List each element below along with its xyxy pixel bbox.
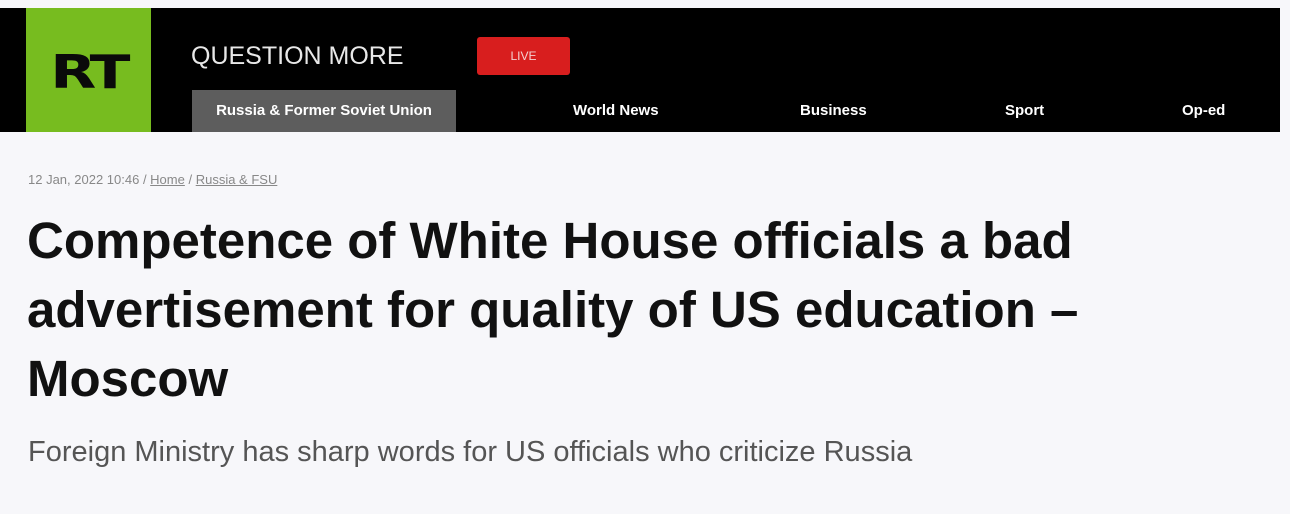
live-button[interactable]: LIVE (477, 37, 570, 75)
rt-logo[interactable]: RT (26, 8, 151, 132)
publish-date: 12 Jan, 2022 10:46 (28, 172, 140, 187)
top-navigation-bar: RT QUESTION MORE LIVE Russia & Former So… (0, 8, 1280, 132)
article-subtitle: Foreign Ministry has sharp words for US … (28, 436, 913, 468)
nav-russia-fsu[interactable]: Russia & Former Soviet Union (192, 90, 456, 132)
article-title: Competence of White House officials a ba… (27, 212, 1079, 407)
nav-business[interactable]: Business (800, 102, 867, 119)
article-meta: 12 Jan, 2022 10:46 / Home / Russia & FSU (28, 172, 278, 187)
nav-sport[interactable]: Sport (1005, 102, 1045, 119)
nav-world-news[interactable]: World News (573, 102, 659, 119)
breadcrumb-home[interactable]: Home (150, 172, 185, 187)
tagline: QUESTION MORE (191, 42, 404, 70)
nav-op-ed[interactable]: Op-ed (1182, 102, 1226, 119)
breadcrumb-russia-fsu[interactable]: Russia & FSU (195, 172, 278, 187)
